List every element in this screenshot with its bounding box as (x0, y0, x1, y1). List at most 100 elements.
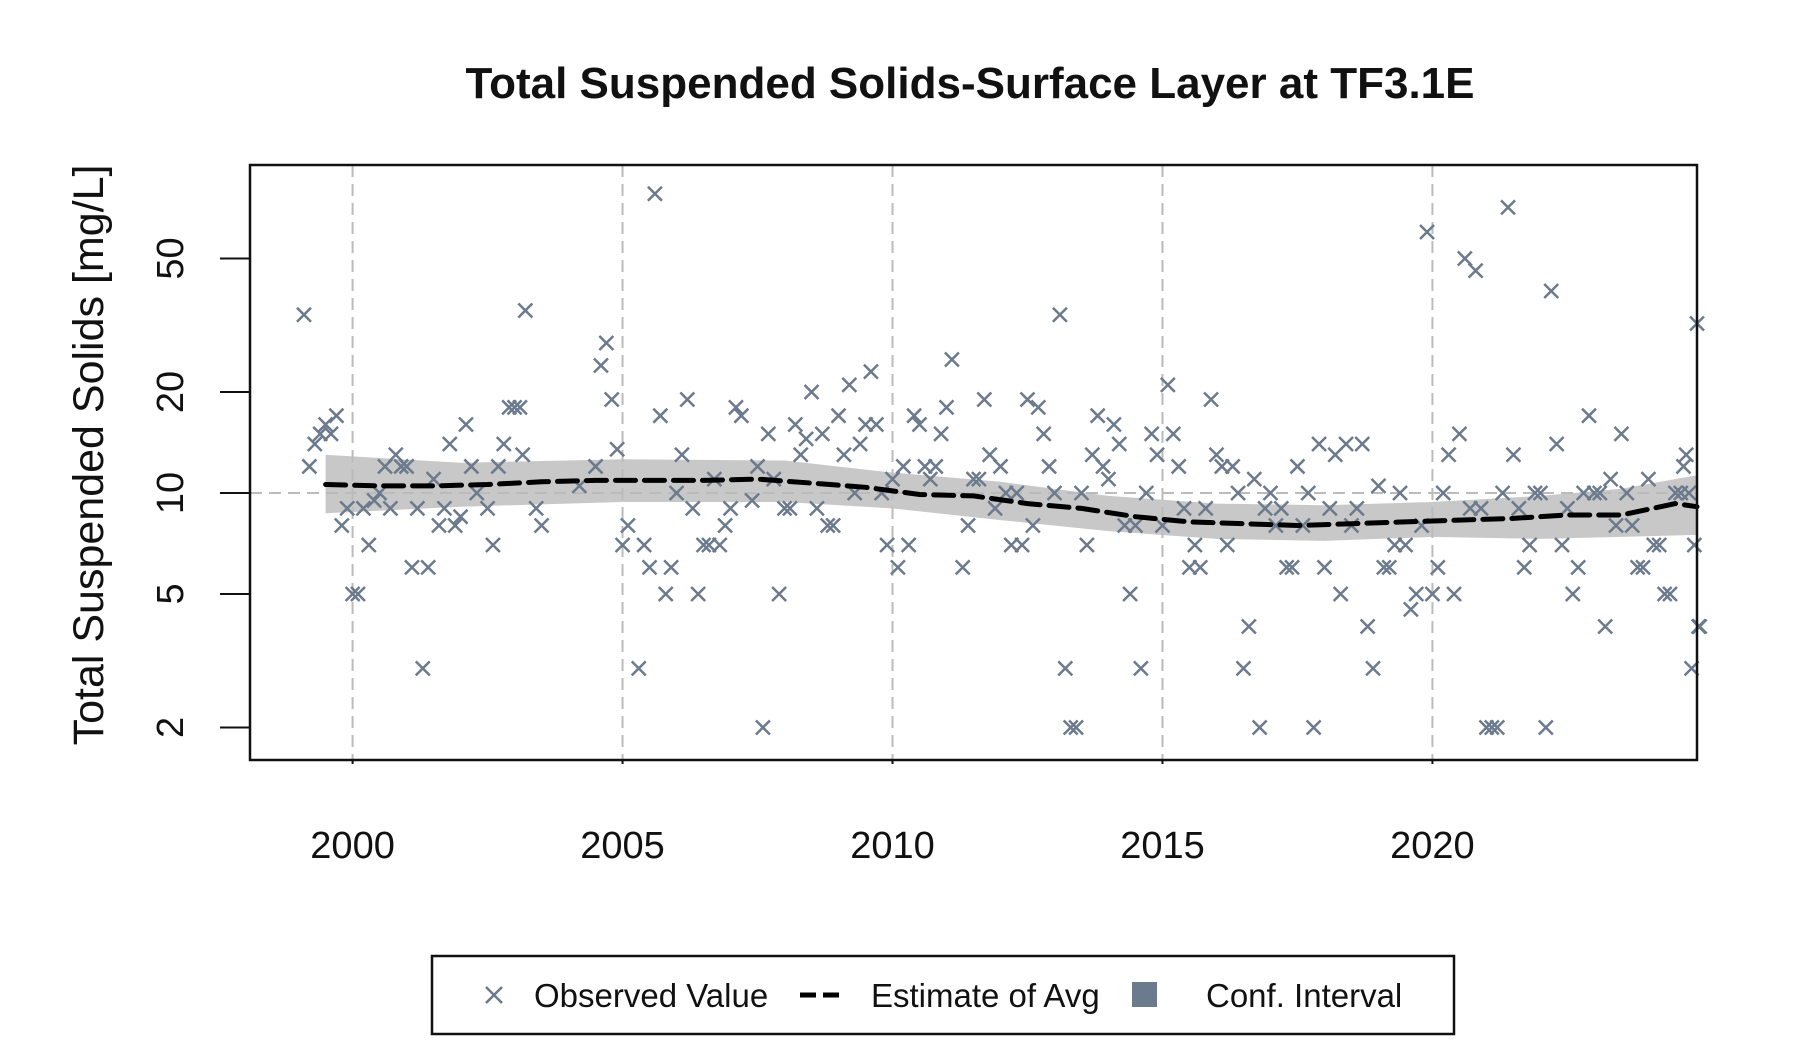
observed-point-132 (1073, 485, 1090, 501)
observed-point-150 (1170, 458, 1187, 475)
observed-point-68 (717, 517, 734, 534)
observed-point-89 (836, 446, 852, 463)
observed-point-39 (512, 399, 528, 416)
observed-point-143 (1132, 660, 1149, 677)
observed-point-215 (1521, 537, 1538, 553)
observed-point-87 (825, 517, 842, 534)
observed-point-102 (906, 407, 922, 424)
observed-point-210 (1494, 485, 1511, 501)
observed-point-94 (863, 363, 879, 380)
observed-point-63 (690, 586, 707, 602)
y-tick-label-5: 5 (150, 583, 192, 604)
observed-point-113 (971, 471, 987, 487)
observed-point-53 (636, 537, 653, 553)
observed-point-244 (1675, 458, 1692, 475)
observed-point-125 (1035, 426, 1052, 442)
observed-point-114 (976, 391, 993, 408)
observed-point-240 (1656, 586, 1673, 602)
observed-point-2 (306, 436, 323, 452)
observed-point-202 (1451, 426, 1468, 442)
observed-point-33 (479, 500, 496, 517)
observed-point-156 (1203, 391, 1219, 408)
observed-point-86 (819, 517, 836, 534)
x-tick-label-2015: 2015 (1120, 825, 1205, 867)
observed-point-174 (1300, 485, 1317, 501)
observed-point-200 (1440, 446, 1457, 463)
observed-point-164 (1246, 471, 1263, 487)
observed-point-166 (1257, 500, 1273, 517)
observed-point-227 (1586, 485, 1603, 501)
observed-point-64 (695, 537, 712, 553)
observed-point-25 (431, 517, 447, 534)
chart-title: Total Suspended Solids-Surface Layer at … (466, 59, 1475, 108)
observed-point-26 (436, 500, 453, 517)
observed-point-198 (1429, 559, 1446, 576)
observed-point-226 (1581, 407, 1597, 424)
observed-point-167 (1262, 485, 1279, 501)
observed-point-103 (911, 416, 928, 433)
observed-point-131 (1068, 719, 1084, 736)
observed-point-178 (1321, 500, 1338, 517)
observed-point-51 (620, 517, 636, 534)
observed-point-238 (1645, 537, 1662, 553)
observed-point-206 (1473, 500, 1489, 517)
legend-cross-icon (485, 986, 503, 1004)
observed-point-111 (960, 517, 976, 534)
observed-point-40 (514, 446, 531, 463)
observed-point-231 (1608, 517, 1624, 534)
legend-conf-marker (1132, 982, 1157, 1007)
observed-point-85 (814, 426, 831, 442)
observed-point-105 (922, 471, 939, 487)
observed-point-205 (1467, 262, 1484, 279)
y-tick-label-2: 2 (150, 717, 192, 738)
observed-point-71 (733, 407, 750, 424)
observed-point-139 (1111, 436, 1128, 452)
observed-point-45 (587, 458, 604, 475)
observed-point-208 (1483, 719, 1500, 736)
observed-point-136 (1095, 458, 1111, 475)
observed-point-55 (647, 185, 663, 202)
observed-point-180 (1332, 586, 1349, 602)
observed-point-62 (684, 500, 701, 517)
observed-point-35 (490, 458, 507, 475)
observed-point-27 (441, 436, 458, 452)
observed-point-194 (1408, 586, 1425, 602)
observed-point-48 (603, 391, 620, 408)
observed-point-248 (1686, 537, 1703, 553)
observed-point-146 (1149, 446, 1165, 463)
observed-point-30 (458, 416, 474, 433)
observed-point-189 (1381, 559, 1398, 576)
observed-point-239 (1651, 537, 1668, 553)
observed-point-95 (868, 416, 885, 433)
observed-point-101 (900, 537, 917, 553)
observed-point-31 (463, 458, 480, 475)
x-tick-label-2005: 2005 (580, 825, 665, 867)
observed-point-121 (1014, 537, 1030, 553)
observed-point-117 (992, 458, 1009, 475)
observed-point-145 (1143, 426, 1160, 442)
observed-point-120 (1008, 485, 1025, 501)
observed-point-192 (1397, 537, 1414, 553)
observed-point-84 (809, 500, 825, 517)
observed-point-83 (803, 384, 820, 400)
observed-point-42 (528, 500, 545, 517)
observed-point-169 (1273, 500, 1290, 517)
observed-point-219 (1543, 283, 1560, 299)
observed-point-188 (1375, 559, 1392, 576)
observed-point-245 (1678, 446, 1695, 463)
observed-point-11 (355, 500, 372, 517)
legend-box (430, 954, 1456, 1036)
observed-point-97 (879, 537, 895, 553)
observed-point-10 (350, 586, 366, 602)
observed-point-170 (1278, 559, 1295, 576)
observed-point-60 (674, 446, 690, 463)
observed-point-92 (852, 436, 868, 452)
observed-point-69 (722, 500, 739, 517)
observed-point-193 (1402, 601, 1419, 618)
observed-point-22 (414, 660, 431, 677)
observed-point-234 (1624, 517, 1641, 534)
observed-point-18 (393, 458, 410, 475)
observed-point-217 (1532, 485, 1549, 501)
observed-point-130 (1062, 719, 1079, 736)
observed-point-112 (965, 471, 982, 487)
